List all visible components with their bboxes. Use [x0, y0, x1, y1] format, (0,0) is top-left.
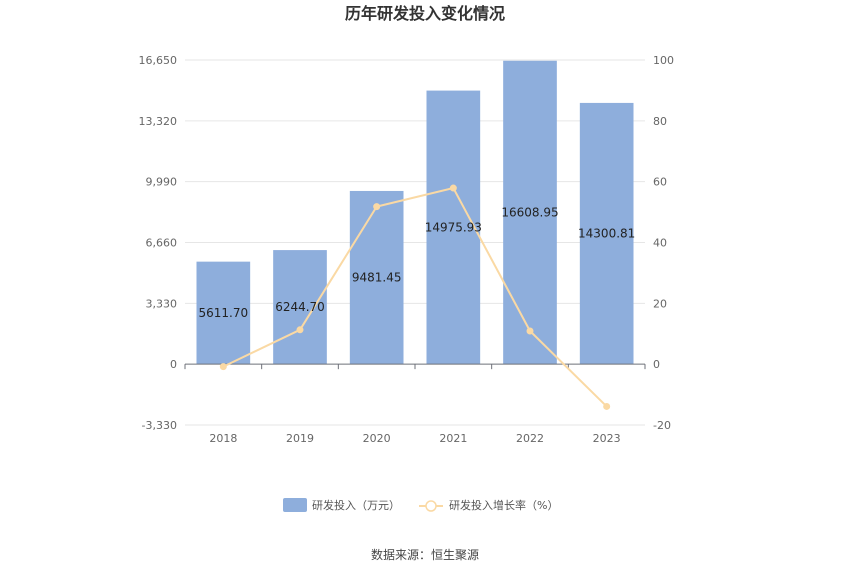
left-tick-label: 6,660 [146, 237, 178, 250]
bar-value-label: 6244.70 [275, 300, 325, 314]
growth-point[interactable] [603, 402, 611, 410]
legend: 研发投入（万元） 研发投入增长率（%） [283, 498, 558, 512]
x-tick-label: 2018 [209, 432, 237, 445]
legend-bar-swatch[interactable] [283, 498, 307, 512]
growth-point[interactable] [296, 326, 304, 334]
right-tick-label: 80 [653, 115, 667, 128]
bar-value-label: 5611.70 [199, 306, 249, 320]
growth-point[interactable] [219, 363, 227, 371]
x-tick-label: 2023 [593, 432, 621, 445]
right-tick-label: 0 [653, 358, 660, 371]
bar[interactable] [273, 250, 327, 365]
left-tick-label: 3,330 [146, 297, 178, 310]
growth-line [222, 186, 608, 408]
bar-labels: 5611.70 6244.70 9481.45 14975.93 16608.95 143… [199, 205, 636, 319]
right-tick-label: 60 [653, 176, 667, 189]
right-tick-label: 40 [653, 237, 667, 250]
data-source: 数据来源：恒生聚源 [371, 547, 479, 562]
right-tick-label: -20 [653, 419, 671, 432]
left-tick-label: -3,330 [142, 419, 177, 432]
legend-line-marker[interactable] [425, 500, 437, 512]
x-tick-label: 2019 [286, 432, 314, 445]
growth-point[interactable] [449, 184, 457, 192]
bar-value-label: 14975.93 [425, 220, 482, 234]
grid-lines [185, 59, 645, 426]
bar-value-label: 9481.45 [352, 271, 402, 285]
line-series [219, 184, 611, 410]
right-axis: -20 0 20 40 60 80 100 [653, 54, 674, 432]
x-tick-label: 2020 [363, 432, 391, 445]
left-tick-label: 13,320 [139, 115, 178, 128]
bar-value-label: 16608.95 [501, 205, 558, 219]
left-tick-label: 0 [170, 358, 177, 371]
right-tick-label: 100 [653, 54, 674, 67]
bar[interactable] [426, 90, 481, 365]
growth-point[interactable] [526, 327, 534, 335]
legend-bar-label[interactable]: 研发投入（万元） [312, 498, 400, 512]
growth-point[interactable] [373, 203, 381, 211]
left-tick-label: 16,650 [139, 54, 178, 67]
bar[interactable] [196, 261, 251, 365]
x-axis: 2018 2019 2020 2021 2022 2023 [184, 363, 646, 445]
chart-title: 历年研发投入变化情况 [345, 4, 505, 23]
left-axis: -3,330 0 3,330 6,660 9,990 13,320 16,650 [139, 54, 178, 432]
bar[interactable] [503, 60, 557, 365]
bar[interactable] [579, 102, 634, 365]
bar-series [196, 60, 634, 365]
bar[interactable] [349, 190, 404, 365]
right-tick-label: 20 [653, 297, 667, 310]
bar-value-label: 14300.81 [578, 227, 635, 241]
legend-line-label[interactable]: 研发投入增长率（%） [449, 498, 558, 512]
left-tick-label: 9,990 [146, 176, 178, 189]
x-tick-label: 2022 [516, 432, 544, 445]
x-tick-label: 2021 [439, 432, 467, 445]
